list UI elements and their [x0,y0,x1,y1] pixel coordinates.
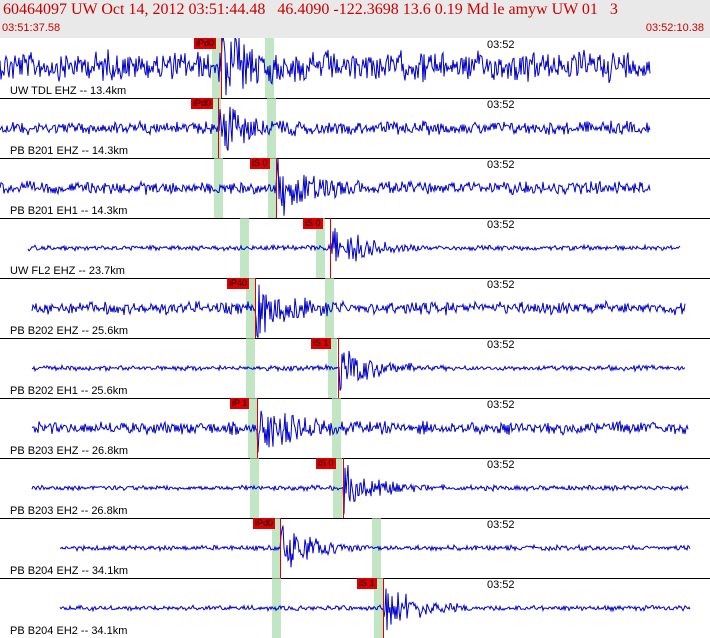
trace-panel[interactable]: iPd0 03:52 UW TDL EHZ -- 13.4km [0,38,710,99]
phase-pick-label[interactable]: iPd0 [194,38,217,49]
waveform-path [0,158,651,216]
waveform-path [31,410,689,453]
waveform-path [31,284,686,338]
channel-label: PB B204 EHZ -- 34.1km [10,565,128,577]
trace-panel[interactable]: iS 0 03:52 PB B203 EH2 -- 26.8km [0,458,710,519]
waveform-path [0,106,651,151]
phase-pick-label[interactable]: iS 0 [250,158,270,169]
phase-pick-label[interactable]: iP40 [227,278,250,289]
channel-label: PB B201 EH1 -- 14.3km [10,205,128,217]
waveform [0,158,651,216]
waveform [0,38,651,96]
phase-pick-label[interactable]: iS 0 [303,218,323,229]
trace-panel[interactable]: iS 1 03:52 PB B204 EH2 -- 34.1km [0,578,710,638]
waveform-path [27,228,681,262]
phase-pick-label[interactable]: iS 1 [357,578,377,589]
event-title: 60464097 UW Oct 14, 2012 03:51:44.48 46.… [3,1,618,18]
waveform [59,588,691,631]
trace-panel[interactable]: iP40 03:52 PB B202 EHZ -- 25.6km [0,278,710,339]
time-tick-label: 03:52 [487,399,515,411]
waveform [27,228,681,262]
waveform [60,525,691,568]
start-time: 03:51:37.58 [2,22,61,34]
channel-label: PB B201 EHZ -- 14.3km [10,145,128,157]
waveform-path [31,350,686,391]
channel-label: PB B203 EH2 -- 26.8km [10,505,128,517]
channel-label: PB B202 EHZ -- 25.6km [10,325,128,337]
channel-label: PB B204 EH2 -- 34.1km [10,625,128,637]
phase-pick-label[interactable]: iPd0 [253,518,276,529]
trace-panel[interactable]: iS 0 03:52 PB B201 EH1 -- 14.3km [0,158,710,219]
waveform-path [59,588,691,631]
time-tick-label: 03:52 [487,279,515,291]
channel-label: UW TDL EHZ -- 13.4km [10,85,127,97]
phase-pick-label[interactable]: iS 0 [316,458,336,469]
phase-pick-label[interactable]: iP 1 [230,398,250,409]
time-tick-label: 03:52 [487,159,515,171]
trace-panel[interactable]: iPd0 03:52 PB B201 EHZ -- 14.3km [0,98,710,159]
time-tick-label: 03:52 [487,219,515,231]
end-time: 03:52:10.38 [645,22,704,34]
trace-panel[interactable]: iPd0 03:52 PB B204 EHZ -- 34.1km [0,518,710,579]
seismogram-plot[interactable]: iPd0 03:52 UW TDL EHZ -- 13.4km iPd0 03:… [0,38,710,638]
time-tick-label: 03:52 [487,39,515,51]
waveform [31,350,686,391]
waveform [0,106,651,151]
trace-panel[interactable]: iS 0 03:52 UW FL2 EHZ -- 23.7km [0,218,710,279]
waveform [31,284,686,338]
waveform-path [31,464,689,514]
time-tick-label: 03:52 [487,519,515,531]
event-header: 60464097 UW Oct 14, 2012 03:51:44.48 46.… [0,0,710,38]
waveform [31,464,689,514]
time-tick-label: 03:52 [487,579,515,591]
time-tick-label: 03:52 [487,99,515,111]
channel-label: PB B203 EHZ -- 26.8km [10,445,128,457]
time-tick-label: 03:52 [487,459,515,471]
channel-label: UW FL2 EHZ -- 23.7km [10,265,125,277]
time-tick-label: 03:52 [487,339,515,351]
waveform [31,410,689,453]
waveform-path [60,525,691,568]
phase-pick-label[interactable]: iPd0 [191,98,214,109]
phase-pick-label[interactable]: iS 1 [311,338,331,349]
trace-panel[interactable]: iS 1 03:52 PB B202 EH1 -- 25.6km [0,338,710,399]
trace-panel[interactable]: iP 1 03:52 PB B203 EHZ -- 26.8km [0,398,710,459]
channel-label: PB B202 EH1 -- 25.6km [10,385,128,397]
waveform-path [0,38,651,96]
